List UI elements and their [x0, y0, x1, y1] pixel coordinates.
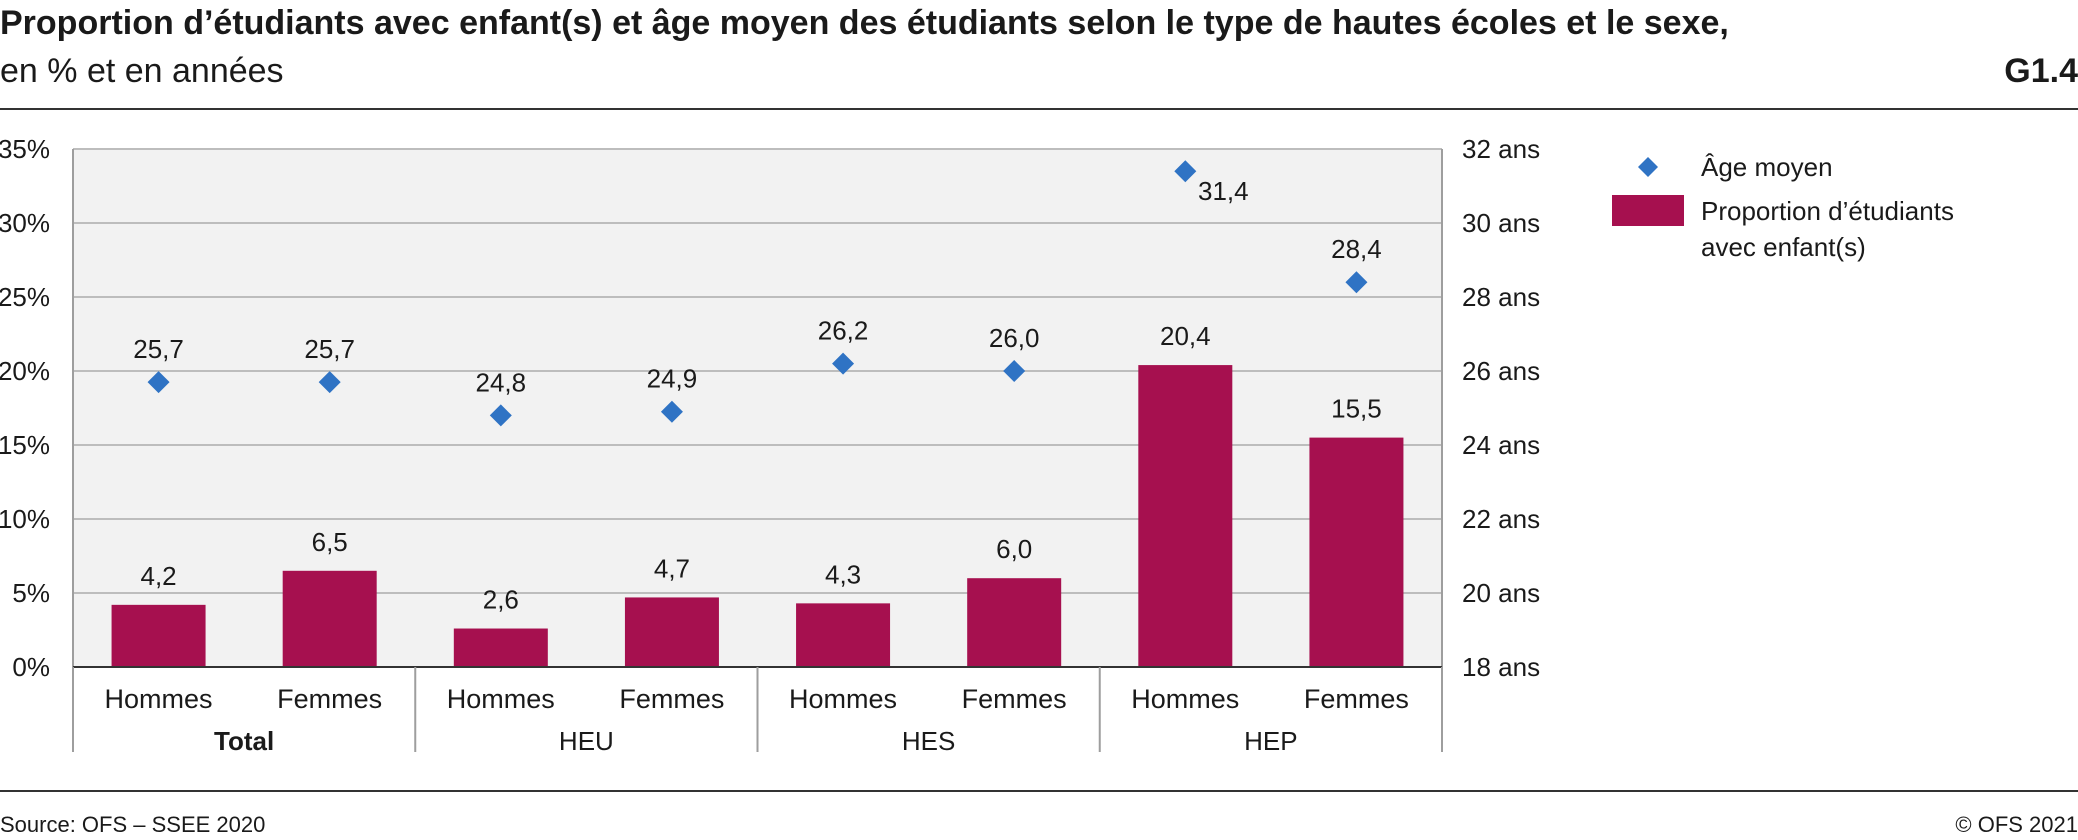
- y-right-tick-label: 30 ans: [1462, 208, 1540, 238]
- y-right-tick-label: 22 ans: [1462, 504, 1540, 534]
- y-left-tick-label: 15%: [0, 430, 50, 460]
- bar: [1138, 365, 1233, 667]
- age-marker: [1003, 360, 1026, 382]
- bar: [624, 597, 719, 667]
- x-category-label: Hommes: [1131, 684, 1239, 714]
- y-left-tick-label: 35%: [0, 134, 50, 164]
- x-category-label: Hommes: [105, 684, 213, 714]
- y-left-tick-label: 20%: [0, 356, 50, 386]
- age-value-label: 25,7: [304, 334, 355, 364]
- bar-value-label: 4,7: [654, 553, 690, 583]
- bar-value-label: 15,5: [1331, 394, 1382, 424]
- x-group-label: Total: [214, 726, 274, 756]
- x-group-label: HEP: [1244, 726, 1297, 756]
- x-group-label: HES: [902, 726, 955, 756]
- bar-value-label: 4,2: [140, 561, 176, 591]
- age-value-label: 26,2: [818, 316, 869, 346]
- bottom-rule: [0, 790, 2078, 792]
- chart-subtitle: en % et en années: [0, 52, 284, 90]
- age-value-label: 26,0: [989, 323, 1040, 353]
- chart-id: G1.4: [2004, 52, 2078, 90]
- age-value-label: 28,4: [1331, 234, 1382, 264]
- age-marker: [832, 352, 855, 375]
- x-group-label: HEU: [559, 726, 614, 756]
- bar: [111, 604, 206, 667]
- y-right-tick-label: 32 ans: [1462, 134, 1540, 164]
- legend-label-proportion: Proportion d’étudiants: [1701, 196, 1954, 226]
- bar: [1309, 437, 1404, 667]
- legend-bar-swatch: [1612, 195, 1684, 226]
- y-right-tick-label: 28 ans: [1462, 282, 1540, 312]
- y-left-tick-label: 10%: [0, 504, 50, 534]
- bar: [796, 603, 891, 667]
- x-category-label: Femmes: [277, 684, 382, 714]
- legend-label-age: Âge moyen: [1701, 152, 1833, 182]
- y-right-tick-label: 20 ans: [1462, 578, 1540, 608]
- bar: [453, 628, 548, 667]
- age-marker: [660, 400, 683, 423]
- top-rule: [0, 108, 2078, 110]
- bar-value-label: 4,3: [825, 559, 861, 589]
- chart: 0% 5% 10% 15% 20% 25% 30% 35% 18 ans 20 ans 22 ans…: [0, 134, 1954, 756]
- y-left-tick-label: 0%: [12, 652, 50, 682]
- y-left-tick-label: 25%: [0, 282, 50, 312]
- bar-value-label: 20,4: [1160, 321, 1211, 351]
- x-category-label: Hommes: [447, 684, 555, 714]
- bar-value-label: 6,0: [996, 534, 1032, 564]
- x-category-label: Femmes: [1304, 684, 1409, 714]
- x-category-label: Femmes: [619, 684, 724, 714]
- bar-value-label: 6,5: [312, 527, 348, 557]
- legend-diamond: [1638, 157, 1658, 177]
- y-right-tick-label: 18 ans: [1462, 652, 1540, 682]
- copyright-note: © OFS 2021: [1955, 812, 2078, 837]
- age-marker: [1345, 271, 1368, 294]
- y-right-tick-label: 26 ans: [1462, 356, 1540, 386]
- age-marker: [318, 371, 341, 394]
- chart-title: Proportion d’étudiants avec enfant(s) et…: [0, 4, 1729, 42]
- bar: [282, 570, 377, 667]
- age-value-label: 24,8: [476, 367, 527, 397]
- plot-area: [73, 149, 1442, 667]
- age-value-label: 31,4: [1198, 176, 1249, 206]
- age-marker: [1174, 160, 1197, 183]
- y-right-tick-label: 24 ans: [1462, 430, 1540, 460]
- y-left-tick-label: 5%: [12, 578, 50, 608]
- legend-label-proportion: avec enfant(s): [1701, 232, 1866, 262]
- age-value-label: 25,7: [133, 334, 184, 364]
- bar: [967, 578, 1062, 667]
- y-left-tick-label: 30%: [0, 208, 50, 238]
- age-marker: [489, 404, 512, 427]
- age-value-label: 24,9: [647, 364, 698, 394]
- age-marker: [147, 371, 170, 394]
- x-category-label: Femmes: [962, 684, 1067, 714]
- source-note: Source: OFS – SSEE 2020: [0, 812, 266, 837]
- x-category-label: Hommes: [789, 684, 897, 714]
- bar-value-label: 2,6: [483, 585, 519, 615]
